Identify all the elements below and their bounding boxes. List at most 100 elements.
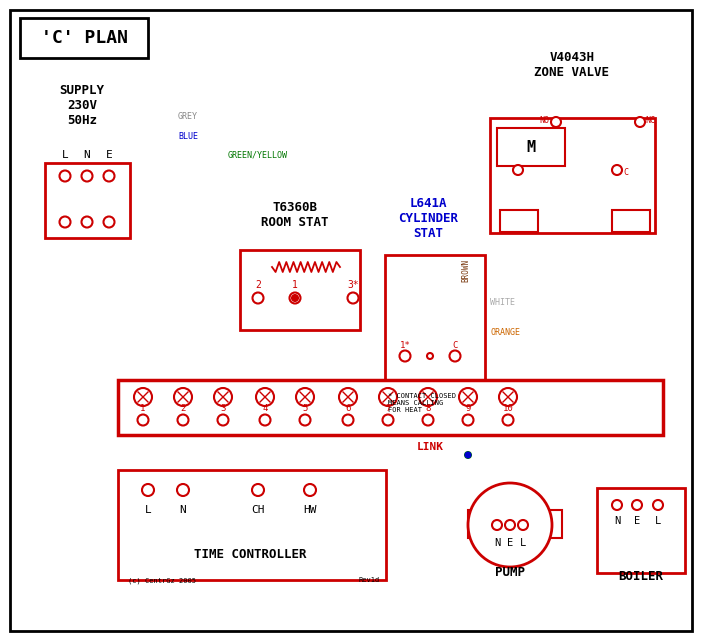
Circle shape: [138, 415, 149, 426]
Circle shape: [296, 388, 314, 406]
Bar: [118, 470, 386, 580]
Text: * CONTACT CLOSED
MEANS CALLING
FOR HEAT: * CONTACT CLOSED MEANS CALLING FOR HEAT: [388, 393, 456, 413]
Text: 9: 9: [465, 403, 470, 413]
Circle shape: [513, 165, 523, 175]
Bar: [490, 118, 655, 233]
Text: L: L: [520, 538, 526, 548]
Text: L: L: [62, 150, 68, 160]
Text: 5: 5: [303, 403, 307, 413]
Circle shape: [142, 484, 154, 496]
Circle shape: [178, 415, 189, 426]
Text: T6360B
ROOM STAT: T6360B ROOM STAT: [261, 201, 329, 229]
Circle shape: [632, 500, 642, 510]
Circle shape: [103, 171, 114, 181]
Text: HW: HW: [303, 505, 317, 515]
Circle shape: [177, 484, 189, 496]
Circle shape: [253, 292, 263, 303]
Text: CH: CH: [251, 505, 265, 515]
Circle shape: [81, 171, 93, 181]
Bar: [612, 210, 650, 232]
Circle shape: [449, 351, 461, 362]
Circle shape: [518, 520, 528, 530]
Text: (c) CentrGz 2005: (c) CentrGz 2005: [128, 577, 196, 583]
Bar: [468, 510, 482, 538]
Bar: [45, 163, 130, 238]
Text: E: E: [634, 516, 640, 526]
Text: 2: 2: [180, 403, 186, 413]
Bar: [500, 210, 538, 232]
Circle shape: [60, 171, 70, 181]
Text: SUPPLY
230V
50Hz: SUPPLY 230V 50Hz: [60, 83, 105, 126]
Text: L: L: [145, 505, 152, 515]
Text: M: M: [526, 140, 536, 154]
Text: V4043H
ZONE VALVE: V4043H ZONE VALVE: [534, 51, 609, 79]
Circle shape: [499, 388, 517, 406]
Text: 1*: 1*: [399, 340, 411, 349]
Circle shape: [256, 388, 274, 406]
Circle shape: [505, 520, 515, 530]
Text: 8: 8: [425, 403, 431, 413]
Text: 4: 4: [263, 403, 267, 413]
Circle shape: [419, 388, 437, 406]
Text: 7: 7: [385, 403, 391, 413]
Circle shape: [468, 483, 552, 567]
Circle shape: [503, 415, 513, 426]
Text: 'C' PLAN: 'C' PLAN: [41, 29, 128, 47]
Circle shape: [81, 217, 93, 228]
Text: 1: 1: [140, 403, 146, 413]
Text: Rev1d: Rev1d: [359, 577, 380, 583]
Text: 10: 10: [503, 403, 513, 413]
Text: C: C: [452, 340, 458, 349]
Circle shape: [292, 295, 298, 301]
Bar: [548, 510, 562, 538]
Circle shape: [635, 117, 645, 127]
Circle shape: [218, 415, 228, 426]
Circle shape: [343, 415, 354, 426]
Text: N: N: [614, 516, 620, 526]
Circle shape: [300, 415, 310, 426]
Bar: [497, 128, 565, 166]
Circle shape: [289, 292, 300, 303]
Circle shape: [427, 353, 433, 359]
Circle shape: [612, 165, 622, 175]
Text: 2: 2: [255, 280, 261, 290]
Circle shape: [463, 415, 474, 426]
Circle shape: [304, 484, 316, 496]
Circle shape: [379, 388, 397, 406]
Circle shape: [252, 484, 264, 496]
Circle shape: [134, 388, 152, 406]
Circle shape: [260, 415, 270, 426]
Text: BOILER: BOILER: [618, 570, 663, 583]
Circle shape: [459, 388, 477, 406]
Text: C: C: [623, 167, 628, 176]
Text: BROWN: BROWN: [461, 258, 470, 281]
Circle shape: [464, 451, 472, 459]
Text: NO: NO: [539, 115, 549, 124]
Text: 3*: 3*: [347, 280, 359, 290]
Circle shape: [399, 351, 411, 362]
Text: 3: 3: [220, 403, 225, 413]
Text: L641A
CYLINDER
STAT: L641A CYLINDER STAT: [398, 197, 458, 240]
Text: N: N: [180, 505, 186, 515]
Text: BLUE: BLUE: [178, 132, 198, 141]
Text: GREY: GREY: [178, 112, 198, 121]
Bar: [20, 18, 148, 58]
Circle shape: [214, 388, 232, 406]
Circle shape: [60, 217, 70, 228]
Text: N: N: [84, 150, 91, 160]
Text: TIME CONTROLLER: TIME CONTROLLER: [194, 549, 306, 562]
Circle shape: [103, 217, 114, 228]
Circle shape: [653, 500, 663, 510]
Circle shape: [174, 388, 192, 406]
Circle shape: [465, 451, 472, 458]
Circle shape: [492, 520, 502, 530]
Text: 1: 1: [292, 280, 298, 290]
Text: ORANGE: ORANGE: [490, 328, 520, 337]
Text: WHITE: WHITE: [490, 298, 515, 307]
Text: L: L: [655, 516, 661, 526]
Text: PUMP: PUMP: [495, 565, 525, 578]
Text: LINK: LINK: [416, 442, 444, 452]
Text: 6: 6: [345, 403, 351, 413]
Circle shape: [423, 415, 434, 426]
Circle shape: [551, 117, 561, 127]
